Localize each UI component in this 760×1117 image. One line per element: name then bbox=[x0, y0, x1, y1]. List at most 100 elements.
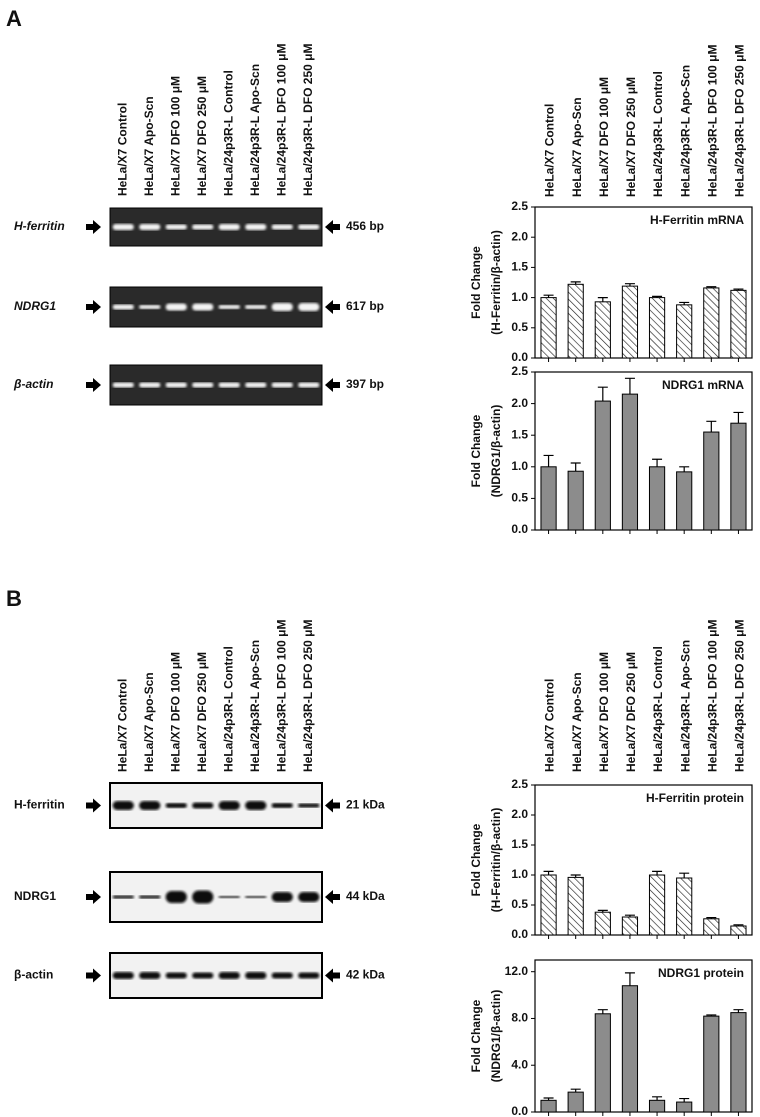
gel-band bbox=[271, 382, 293, 388]
x-tick-label: HeLa/24p3R-L Control bbox=[651, 71, 665, 197]
y-tick-label: 0.5 bbox=[511, 320, 528, 334]
bar bbox=[648, 297, 666, 359]
plot-frame bbox=[534, 206, 753, 359]
gel-band bbox=[165, 382, 187, 388]
gel-band bbox=[245, 305, 267, 309]
x-tick-label: HeLa/24p3R-L DFO 250 μM bbox=[733, 620, 747, 773]
gel-band bbox=[245, 382, 267, 388]
gel-band bbox=[165, 303, 187, 311]
y-axis-label: (NDRG1/β-actin) bbox=[489, 990, 503, 1083]
gel-band bbox=[165, 803, 187, 808]
bar bbox=[648, 1099, 666, 1113]
error-bar bbox=[679, 1097, 690, 1103]
gel-band bbox=[139, 972, 161, 979]
bar bbox=[703, 918, 720, 936]
gel-band bbox=[218, 305, 240, 309]
y-tick-label: 0.0 bbox=[511, 1104, 528, 1117]
bar bbox=[730, 422, 747, 531]
gel-band bbox=[218, 972, 240, 979]
arrow bbox=[86, 798, 101, 813]
bar bbox=[648, 874, 666, 936]
arrow bbox=[325, 300, 340, 314]
lane-label: HeLa/24p3R-L DFO 100 μM bbox=[274, 44, 288, 197]
lane-label: HeLa/X7 Control bbox=[115, 679, 129, 772]
y-tick-label: 0.5 bbox=[511, 491, 528, 505]
gel-band bbox=[112, 224, 134, 230]
y-axis-label: (NDRG1/β-actin) bbox=[489, 405, 503, 498]
band-size: 44 kDa bbox=[346, 889, 385, 903]
bar bbox=[540, 1099, 557, 1113]
arrow bbox=[325, 220, 340, 234]
y-tick-label: 2.0 bbox=[511, 807, 528, 821]
gel-band bbox=[112, 382, 134, 388]
chart-label: H-Ferritin protein bbox=[646, 791, 744, 805]
bar bbox=[621, 916, 639, 936]
gel-band bbox=[271, 892, 293, 902]
y-tick-label: 2.0 bbox=[511, 229, 528, 243]
bar bbox=[730, 289, 747, 359]
band-size: 617 bp bbox=[346, 299, 384, 313]
bar bbox=[648, 466, 666, 531]
y-tick-label: 2.5 bbox=[511, 364, 528, 378]
panel-letter: A bbox=[6, 6, 22, 31]
gel-band bbox=[165, 224, 187, 230]
lane-label: HeLa/24p3R-L DFO 250 μM bbox=[301, 44, 315, 197]
x-tick-label: HeLa/24p3R-L DFO 250 μM bbox=[733, 45, 747, 198]
arrow bbox=[86, 300, 101, 314]
bar bbox=[540, 466, 557, 531]
plot-frame bbox=[534, 784, 753, 936]
x-tick-label: HeLa/X7 Apo-Scn bbox=[570, 97, 584, 197]
error-bar bbox=[733, 411, 744, 424]
y-tick-label: 2.5 bbox=[511, 199, 528, 213]
arrow bbox=[86, 968, 101, 983]
y-tick-label: 1.0 bbox=[511, 459, 528, 473]
gel-band bbox=[245, 972, 267, 979]
chart-label: NDRG1 mRNA bbox=[662, 378, 744, 392]
gel-band bbox=[139, 801, 161, 810]
bar bbox=[594, 1013, 611, 1113]
x-tick-label: HeLa/24p3R-L DFO 100 μM bbox=[705, 620, 719, 773]
gel-band bbox=[271, 303, 293, 311]
gel-band bbox=[192, 382, 214, 388]
y-tick-label: 2.0 bbox=[511, 396, 528, 410]
error-bar bbox=[679, 872, 690, 878]
bar bbox=[676, 304, 693, 359]
lane-label: HeLa/24p3R-L Apo-Scn bbox=[248, 64, 262, 196]
lane-label: HeLa/X7 DFO 250 μM bbox=[195, 76, 209, 196]
error-bar bbox=[543, 454, 554, 467]
error-bar bbox=[597, 297, 608, 302]
y-tick-label: 12.0 bbox=[505, 964, 529, 978]
gel-band bbox=[298, 303, 320, 311]
gel-band bbox=[218, 224, 240, 230]
x-tick-label: HeLa/24p3R-L Control bbox=[651, 646, 665, 772]
y-axis-label: (H-Ferritin/β-actin) bbox=[489, 230, 503, 335]
x-tick-label: HeLa/24p3R-L Apo-Scn bbox=[678, 640, 692, 772]
arrow bbox=[86, 890, 101, 904]
bar bbox=[621, 393, 639, 531]
lane-label: HeLa/X7 DFO 100 μM bbox=[168, 76, 182, 196]
gel-band bbox=[298, 224, 320, 230]
gel-band bbox=[139, 305, 161, 309]
gel-band bbox=[139, 224, 161, 230]
bar bbox=[703, 287, 720, 359]
error-bar bbox=[706, 420, 717, 433]
arrow bbox=[325, 798, 340, 813]
gel-band bbox=[165, 972, 187, 979]
lane-label: HeLa/24p3R-L Control bbox=[221, 70, 235, 196]
lane-label: HeLa/X7 Apo-Scn bbox=[142, 96, 156, 196]
gel-band bbox=[139, 895, 161, 899]
x-tick-label: HeLa/X7 DFO 100 μM bbox=[597, 77, 611, 197]
gel-band bbox=[112, 895, 134, 899]
gel-row-label: H-ferritin bbox=[14, 798, 65, 812]
y-axis-label: Fold Change bbox=[469, 246, 483, 319]
gel-band bbox=[218, 801, 240, 810]
bar bbox=[730, 925, 747, 936]
x-tick-label: HeLa/X7 DFO 250 μM bbox=[624, 652, 638, 772]
y-axis-label: (H-Ferritin/β-actin) bbox=[489, 808, 503, 913]
lane-label: HeLa/24p3R-L Apo-Scn bbox=[248, 640, 262, 772]
gel-band bbox=[192, 224, 214, 230]
gel-band bbox=[139, 382, 161, 388]
bar bbox=[567, 876, 584, 936]
lane-label: HeLa/X7 DFO 100 μM bbox=[168, 652, 182, 772]
band-size: 42 kDa bbox=[346, 968, 385, 982]
